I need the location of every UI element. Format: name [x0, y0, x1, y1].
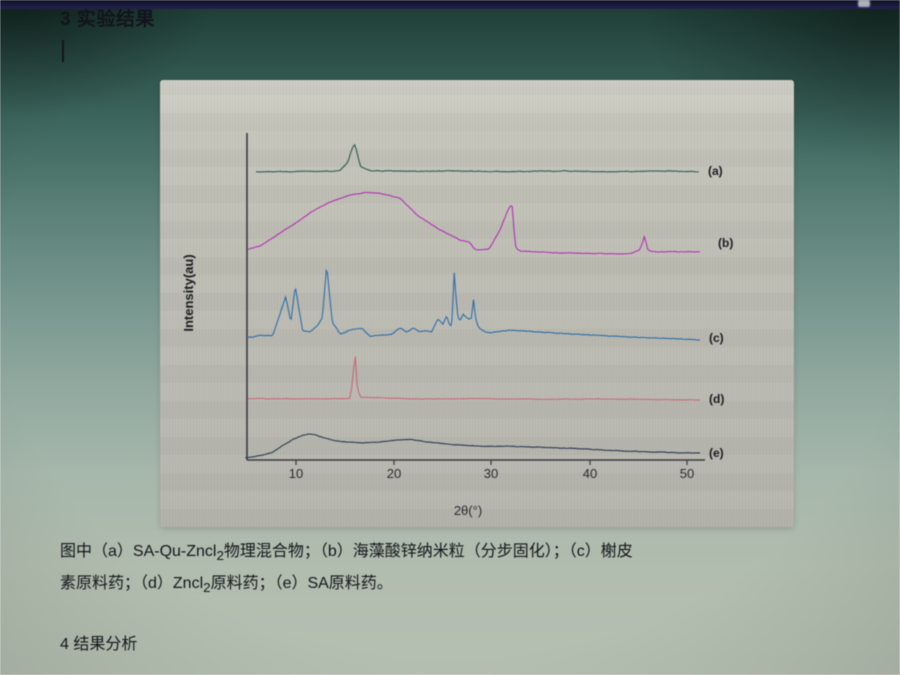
svg-text:40: 40 [583, 466, 597, 481]
svg-text:10: 10 [289, 466, 303, 481]
svg-text:(c): (c) [709, 331, 724, 345]
svg-text:Intensity(au): Intensity(au) [181, 254, 196, 331]
svg-text:20: 20 [387, 466, 401, 481]
svg-text:(b): (b) [718, 236, 733, 250]
svg-text:30: 30 [484, 466, 498, 481]
svg-text:50: 50 [680, 466, 694, 481]
svg-text:(d): (d) [709, 392, 724, 406]
svg-text:(e): (e) [709, 446, 724, 460]
svg-text:2θ(°): 2θ(°) [454, 503, 482, 518]
svg-text:(a): (a) [708, 164, 723, 178]
